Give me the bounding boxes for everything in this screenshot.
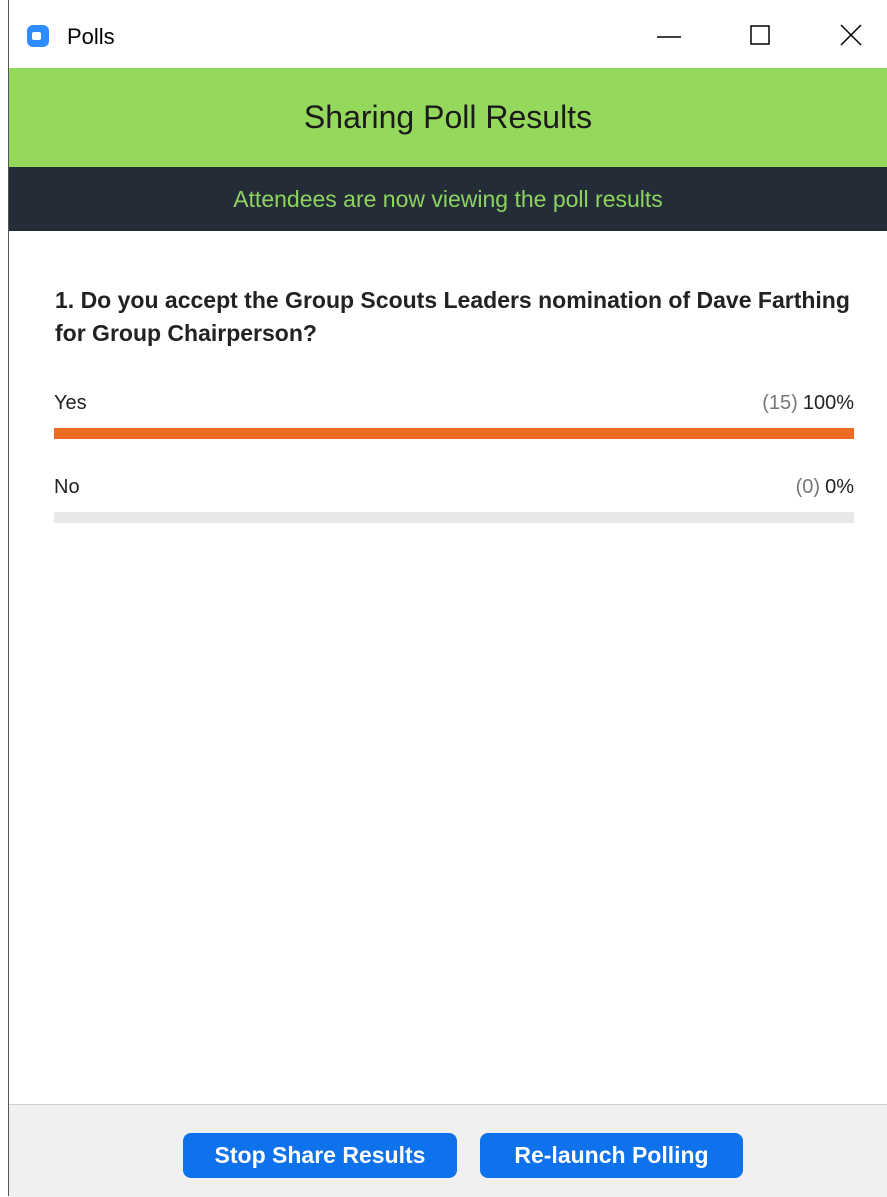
footer: Stop Share Results Re-launch Polling: [9, 1104, 887, 1197]
stop-share-button[interactable]: Stop Share Results: [183, 1133, 457, 1178]
answer-result: (15) 100%: [762, 392, 854, 415]
header-title: Sharing Poll Results: [9, 68, 887, 167]
result-track: [54, 428, 854, 439]
result-track: [54, 512, 854, 523]
answer-label: No: [54, 476, 80, 498]
answer-percent: 100%: [802, 392, 854, 414]
relaunch-button[interactable]: Re-launch Polling: [480, 1133, 743, 1178]
app-icon: [27, 25, 49, 47]
result-bar: [54, 428, 854, 439]
answer-result: (0) 0%: [796, 476, 854, 499]
title-bar: Polls: [9, 0, 887, 68]
answer-count: (15): [762, 392, 798, 414]
window: Polls Sharing Poll Results Attendees are…: [8, 0, 887, 1197]
minimize-button[interactable]: [654, 18, 684, 52]
maximize-button[interactable]: [746, 18, 776, 52]
window-title: Polls: [67, 24, 115, 49]
poll-question: 1. Do you accept the Group Scouts Leader…: [55, 287, 850, 346]
answer-label: Yes: [54, 392, 87, 414]
answer-count: (0): [795, 476, 821, 498]
answer-percent: 0%: [825, 476, 854, 498]
status-banner: Attendees are now viewing the poll resul…: [9, 167, 887, 231]
close-button[interactable]: [836, 18, 866, 52]
